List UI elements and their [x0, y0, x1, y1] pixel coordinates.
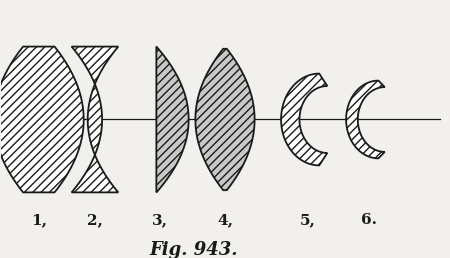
Polygon shape — [281, 74, 327, 165]
Text: Fig. 943.: Fig. 943. — [149, 241, 238, 258]
Text: 4,: 4, — [217, 213, 233, 227]
Text: 2,: 2, — [87, 213, 103, 227]
Polygon shape — [72, 47, 118, 192]
Polygon shape — [346, 80, 385, 158]
Text: 3,: 3, — [152, 213, 168, 227]
Polygon shape — [195, 49, 255, 190]
Polygon shape — [0, 47, 84, 192]
Text: 6.: 6. — [360, 213, 377, 227]
Text: 5,: 5, — [300, 213, 316, 227]
Polygon shape — [156, 47, 189, 192]
Text: 1,: 1, — [31, 213, 47, 227]
